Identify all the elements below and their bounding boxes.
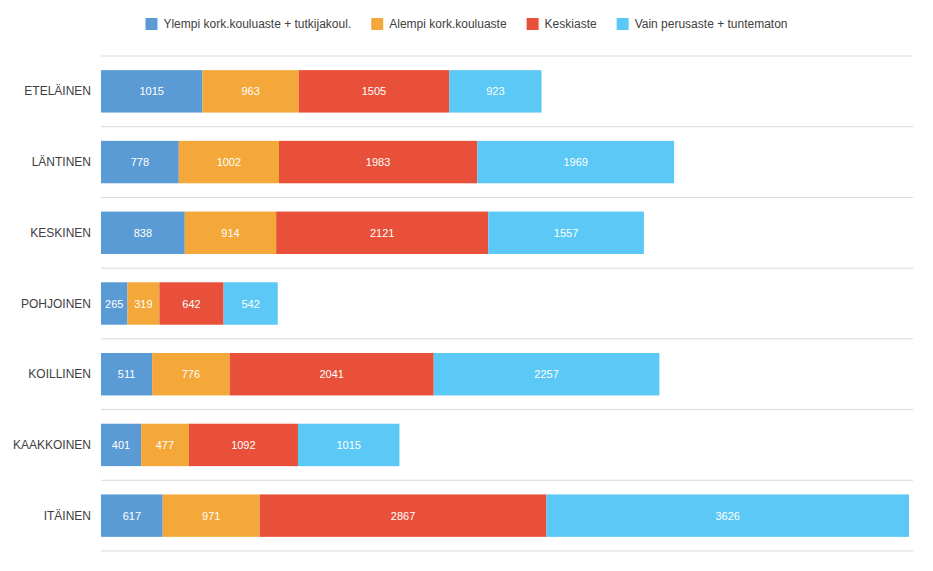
separator — [101, 126, 913, 127]
bar — [299, 70, 449, 112]
legend-item: Ylempi kork.kouluaste + tutkijakoul. — [145, 17, 351, 31]
bar — [202, 70, 298, 112]
legend-item: Vain perusaste + tuntematon — [617, 17, 788, 31]
data-label: 542 — [241, 298, 259, 310]
bar — [101, 494, 163, 536]
bar — [230, 353, 434, 395]
legend: Ylempi kork.kouluaste + tutkijakoul. Alem… — [145, 17, 787, 31]
series — [127, 70, 298, 537]
data-label: 477 — [156, 439, 174, 451]
data-label: 617 — [123, 510, 141, 522]
legend-swatch — [371, 18, 383, 30]
legend-swatch — [527, 18, 539, 30]
bar — [477, 141, 674, 183]
legend-label: Alempi kork.kouluaste — [389, 17, 507, 31]
series — [101, 70, 202, 537]
legend-label: Vain perusaste + tuntematon — [635, 17, 788, 31]
data-label: 778 — [131, 156, 149, 168]
category-label: LÄNTINEN — [32, 155, 91, 169]
data-label: 1015 — [336, 439, 360, 451]
data-label: 2121 — [370, 227, 394, 239]
category-label: ETELÄINEN — [24, 84, 91, 98]
bar — [488, 212, 644, 254]
bar — [101, 70, 202, 112]
data-label: 963 — [241, 85, 259, 97]
separator — [101, 197, 913, 198]
series — [224, 70, 909, 537]
bar — [224, 282, 278, 324]
data-label: 1092 — [231, 439, 255, 451]
legend-swatch — [145, 18, 157, 30]
bar — [163, 494, 260, 536]
legend-label: Keskiaste — [545, 17, 597, 31]
separator — [101, 480, 913, 481]
data-label: 923 — [486, 85, 504, 97]
data-label: 971 — [202, 510, 220, 522]
data-label: 1557 — [554, 227, 578, 239]
category-label: KESKINEN — [30, 226, 91, 240]
bar — [101, 141, 179, 183]
bar — [101, 353, 152, 395]
bar — [185, 212, 276, 254]
bar — [101, 282, 127, 324]
separator — [101, 268, 913, 269]
category-label: KOILLINEN — [28, 367, 91, 381]
data-label: 511 — [118, 368, 136, 380]
category-label: POHJOINEN — [21, 297, 91, 311]
bar — [159, 282, 223, 324]
data-label: 319 — [134, 298, 152, 310]
bar — [141, 424, 189, 466]
bar — [449, 70, 541, 112]
data-label: 1505 — [362, 85, 386, 97]
bar — [101, 424, 141, 466]
data-label: 401 — [112, 439, 130, 451]
data-label: 3626 — [715, 510, 739, 522]
data-label: 1969 — [563, 156, 587, 168]
legend-label: Ylempi kork.kouluaste + tutkijakoul. — [163, 17, 351, 31]
data-label: 838 — [134, 227, 152, 239]
category-label: KAAKKOINEN — [13, 438, 91, 452]
bar — [189, 424, 298, 466]
bar — [546, 494, 909, 536]
bar — [279, 141, 477, 183]
separator — [101, 338, 913, 339]
data-label: 1983 — [366, 156, 390, 168]
data-label: 776 — [182, 368, 200, 380]
legend-swatch — [617, 18, 629, 30]
bar — [276, 212, 488, 254]
data-label: 2257 — [534, 368, 558, 380]
category-label: ITÄINEN — [44, 509, 91, 523]
data-labels: 1015 778 838 265 511 401 617 963 1002 914 319 776 47… — [105, 85, 740, 521]
separator — [101, 551, 913, 552]
bar — [260, 494, 547, 536]
bar — [179, 141, 279, 183]
data-label: 1015 — [139, 85, 163, 97]
bar — [101, 212, 185, 254]
bar — [127, 282, 159, 324]
data-label: 642 — [182, 298, 200, 310]
bar — [434, 353, 660, 395]
data-label: 2041 — [319, 368, 343, 380]
data-label: 1002 — [217, 156, 241, 168]
separator — [101, 56, 913, 57]
separator — [101, 409, 913, 410]
bar — [298, 424, 399, 466]
series — [159, 70, 546, 537]
legend-item: Alempi kork.kouluaste — [371, 17, 507, 31]
legend-item: Keskiaste — [527, 17, 597, 31]
chart: 1015 778 838 265 511 401 617 963 1002 914 319 776 47… — [0, 0, 933, 571]
data-label: 2867 — [391, 510, 415, 522]
bar — [152, 353, 230, 395]
bars — [101, 70, 909, 537]
data-label: 265 — [105, 298, 123, 310]
y-axis: ETELÄINEN LÄNTINEN KESKINEN POHJOINEN KOILLI… — [13, 84, 91, 522]
separators — [101, 56, 913, 551]
data-label: 914 — [221, 227, 239, 239]
